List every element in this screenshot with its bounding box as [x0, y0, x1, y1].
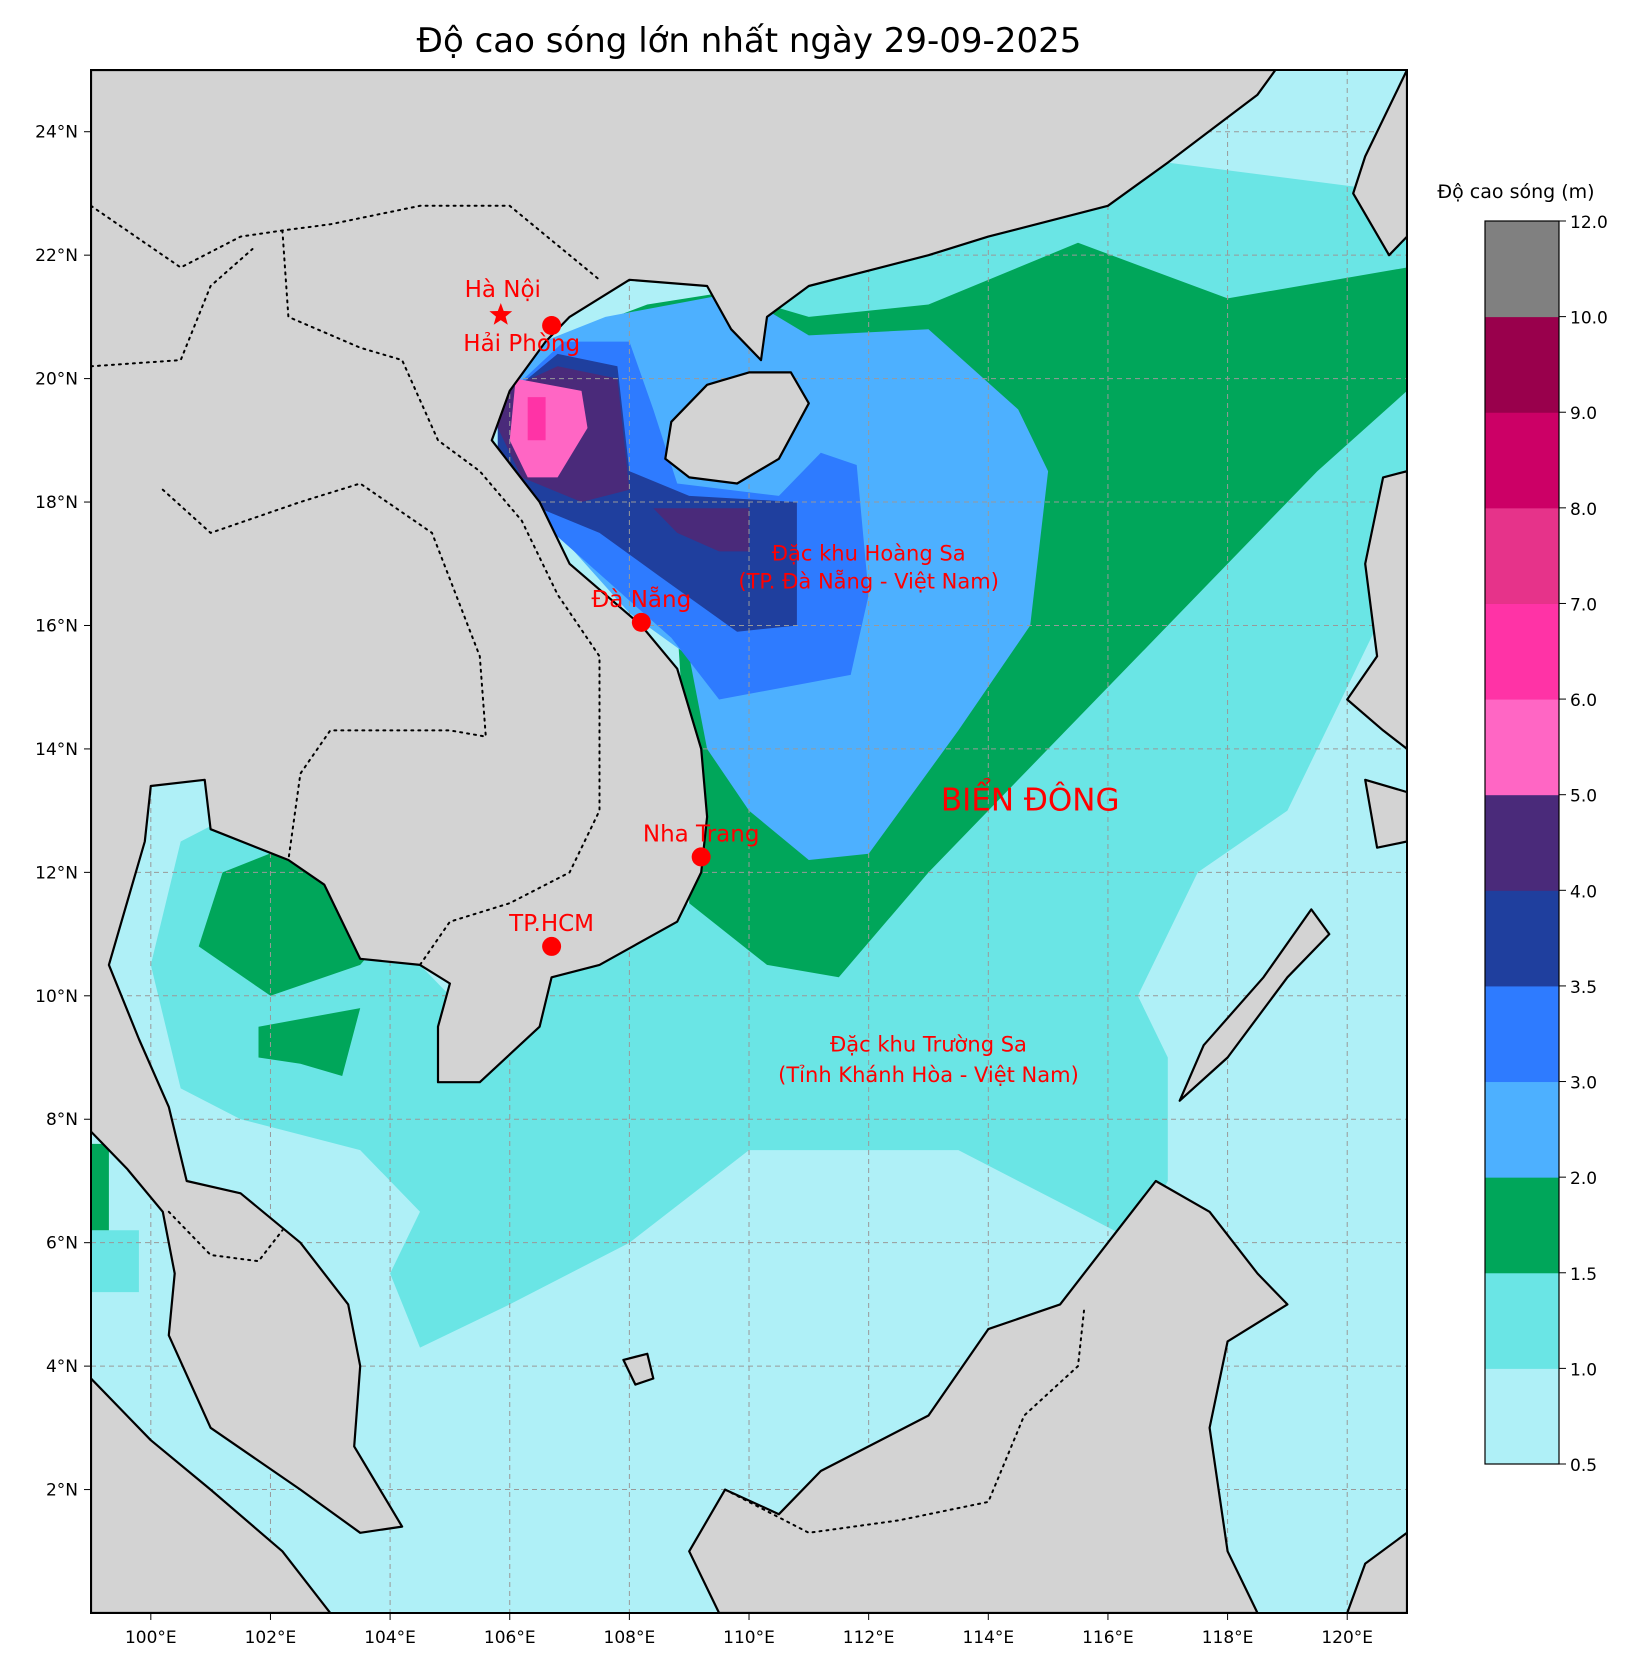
- land-palawan: [1178, 908, 1331, 1102]
- city-label: TP.HCM: [508, 911, 594, 937]
- colorbar-segment: [1485, 507, 1559, 604]
- colorbar-segment: [1485, 1177, 1559, 1274]
- wave-zone-1.5-2: [91, 1143, 109, 1231]
- colorbar-tick-label: 2.0: [1570, 1169, 1597, 1189]
- city-dot-marker: [542, 316, 562, 336]
- region-label: Đặc khu Trường Sa: [830, 1032, 1027, 1056]
- land-borneo: [688, 1179, 1289, 1613]
- map-plot-area: [91, 70, 1407, 1613]
- lon-tick-label: 104°E: [364, 1628, 416, 1648]
- colorbar-tick-label: 7.0: [1570, 595, 1597, 615]
- land-mainland-asia: [91, 70, 1277, 1534]
- colorbar-label: Độ cao sóng (m): [1437, 181, 1594, 203]
- lat-tick-label: 8°N: [46, 1110, 78, 1130]
- colorbar-segment: [1485, 221, 1559, 318]
- lat-tick-label: 12°N: [35, 863, 78, 883]
- colorbar-segment: [1485, 699, 1559, 796]
- colorbar-segment: [1485, 603, 1559, 700]
- lon-tick-label: 108°E: [604, 1628, 656, 1648]
- colorbar-segment: [1485, 1368, 1559, 1465]
- city-label: Hải Phòng: [463, 331, 580, 357]
- lon-tick-label: 100°E: [125, 1628, 177, 1648]
- lat-tick-label: 18°N: [35, 493, 78, 513]
- lat-tick-label: 10°N: [35, 987, 78, 1007]
- sea-label: BIỂN ĐÔNG: [941, 778, 1120, 819]
- lat-tick-label: 4°N: [46, 1357, 78, 1377]
- lat-tick-label: 16°N: [35, 616, 78, 636]
- colorbar-segment: [1485, 1272, 1559, 1369]
- lon-tick-label: 120°E: [1321, 1628, 1373, 1648]
- capital-star-marker: [489, 303, 513, 325]
- colorbar-tick-label: 3.5: [1570, 978, 1597, 998]
- land-hainan: [664, 371, 810, 485]
- city-dot-marker: [631, 612, 651, 632]
- city-label: Đà Nẵng: [591, 585, 691, 613]
- region-label: Đặc khu Hoàng Sa: [772, 542, 966, 566]
- colorbar-tick-label: 4.0: [1570, 882, 1597, 902]
- map-title: Độ cao sóng lớn nhất ngày 29-09-2025: [417, 21, 1082, 61]
- national-border: [91, 248, 254, 368]
- lat-tick-label: 20°N: [35, 370, 78, 390]
- land-sumatra: [91, 1377, 332, 1613]
- colorbar-segment: [1485, 794, 1559, 891]
- land-taiwan: [1352, 70, 1407, 257]
- land-mindoro: [1364, 778, 1407, 849]
- wave-zone-6-7: [527, 397, 546, 441]
- lon-tick-label: 114°E: [962, 1628, 1014, 1648]
- region-label: (Tỉnh Khánh Hòa - Việt Nam): [778, 1063, 1079, 1087]
- lon-tick-label: 102°E: [245, 1628, 297, 1648]
- lat-tick-label: 6°N: [46, 1234, 78, 1254]
- colorbar-tick-label: 3.0: [1570, 1074, 1597, 1094]
- axis-ticks: 100°E 102°E 104°E 106°E 108°E 110°E 112°E 114°E…: [35, 123, 1373, 1648]
- lon-tick-label: 116°E: [1082, 1628, 1134, 1648]
- city-label: Nha Trang: [643, 822, 760, 848]
- colorbar-tick-label: 5.0: [1570, 787, 1597, 807]
- lat-tick-label: 22°N: [35, 246, 78, 266]
- land-natuna: [622, 1352, 655, 1386]
- colorbar-tick-label: 8.0: [1570, 500, 1597, 520]
- lon-tick-label: 110°E: [723, 1628, 775, 1648]
- region-label: (TP. Đà Nẵng - Việt Nam): [738, 568, 999, 593]
- land-sulawesi: [1346, 1531, 1407, 1613]
- colorbar-segment: [1485, 412, 1559, 509]
- national-border: [724, 1309, 1085, 1534]
- lat-tick-label: 14°N: [35, 740, 78, 760]
- colorbar-tick-label: 1.5: [1570, 1265, 1597, 1285]
- city-dot-marker: [691, 847, 711, 867]
- colorbar-segment: [1485, 316, 1559, 413]
- land-luzon: [1346, 470, 1407, 751]
- wave-zone-1-1.5: [91, 1230, 139, 1293]
- wave-zone-4-5: [653, 508, 749, 552]
- colorbar-segment: [1485, 985, 1559, 1083]
- lon-tick-label: 112°E: [843, 1628, 895, 1648]
- city-dot-marker: [542, 936, 562, 956]
- colorbar-tick-label: 6.0: [1570, 691, 1597, 711]
- lon-tick-label: 118°E: [1202, 1628, 1254, 1648]
- lon-tick-label: 106°E: [484, 1628, 536, 1648]
- colorbar-frame: [1484, 220, 1560, 1465]
- colorbar-segment: [1485, 1081, 1559, 1178]
- lat-tick-label: 24°N: [35, 123, 78, 143]
- national-border: [91, 204, 601, 281]
- lat-tick-label: 2°N: [46, 1481, 78, 1501]
- colorbar-tick-label: 10.0: [1570, 309, 1608, 329]
- colorbar-tick-label: 1.0: [1570, 1360, 1597, 1380]
- city-label: Hà Nội: [465, 277, 541, 303]
- colorbar: Độ cao sóng (m) 0.5 1.0 1.5 2.0 3.0 3.5 4.0 5.0…: [1437, 181, 1607, 1476]
- colorbar-tick-label: 0.5: [1570, 1456, 1597, 1476]
- colorbar-segment: [1485, 890, 1559, 987]
- national-border: [167, 1210, 284, 1263]
- colorbar-tick-label: 12.0: [1570, 213, 1608, 233]
- wave-zone-1.5-2: [258, 1008, 361, 1076]
- colorbar-tick-label: 9.0: [1570, 404, 1597, 424]
- national-border: [161, 482, 487, 861]
